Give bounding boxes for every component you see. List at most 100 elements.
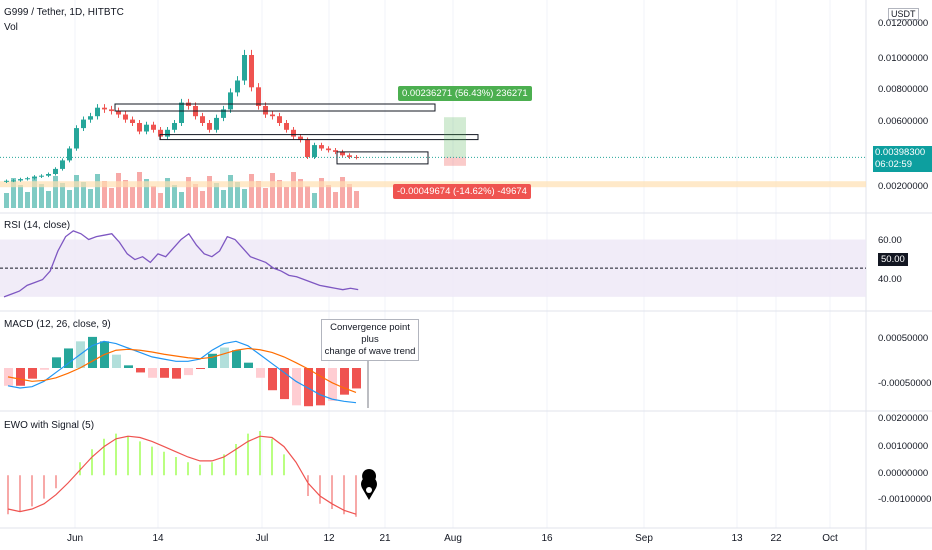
macd-histogram-bar (160, 368, 169, 378)
candle (228, 92, 233, 110)
volume-bar (144, 179, 149, 208)
candle (249, 55, 254, 88)
candle (158, 129, 163, 137)
ewo-tick: -0.00100000 (878, 494, 932, 505)
candle (319, 145, 324, 149)
volume-bar (298, 179, 303, 208)
rsi-tick: 40.00 (878, 274, 902, 285)
macd-histogram-bar (328, 368, 337, 401)
map-marker-icon (360, 469, 377, 500)
volume-bar (305, 186, 310, 208)
candle (25, 178, 30, 180)
long-position-zone (444, 117, 466, 158)
price-tick: 0.01000000 (878, 53, 929, 64)
candle (270, 114, 275, 117)
x-tick: Jun (66, 533, 84, 544)
macd-histogram-bar (268, 368, 277, 391)
volume-bar (354, 191, 359, 208)
macd-histogram-bar (184, 368, 193, 376)
x-tick: 12 (323, 533, 335, 544)
volume-bar (179, 192, 184, 208)
volume-bar (172, 185, 177, 208)
annotation-line-2: change of wave trend (324, 346, 416, 357)
x-tick: Jul (255, 533, 269, 544)
macd-histogram-bar (40, 368, 49, 370)
candle (326, 148, 331, 151)
macd-histogram-bar (124, 365, 133, 368)
volume-bar (312, 193, 317, 208)
volume-bar (228, 175, 233, 208)
macd-histogram-bar (280, 368, 289, 400)
macd-histogram-bar (148, 368, 157, 378)
macd-histogram-bar (304, 368, 313, 407)
candle (4, 180, 9, 182)
candle (347, 155, 352, 157)
volume-bar (193, 184, 198, 208)
price-tick: 0.00600000 (878, 116, 929, 127)
volume-bar (46, 191, 51, 208)
volume-bar (263, 188, 268, 208)
candle (235, 80, 240, 93)
candle (144, 124, 149, 132)
symbol-title: G999 / Tether, 1D, HITBTC (4, 7, 124, 18)
volume-bar (88, 189, 93, 208)
rsi-tick: 60.00 (878, 235, 902, 246)
volume-bar (4, 193, 9, 208)
currency-button[interactable]: USDT (888, 8, 919, 20)
rsi-title: RSI (14, close) (4, 220, 71, 231)
ewo-tick: 0.00100000 (878, 441, 929, 452)
macd-histogram-bar (244, 362, 253, 368)
rsi-mid-tick: 50.00 (878, 253, 908, 266)
macd-histogram-bar (172, 368, 181, 379)
ewo-signal-line (7, 435, 357, 515)
candle (172, 123, 177, 130)
volume-bar (347, 184, 352, 208)
candle (39, 175, 44, 177)
long-position-label: 0.00236271 (56.43%) 236271 (398, 86, 532, 101)
volume-bar (242, 189, 247, 208)
volume-bar (11, 178, 16, 208)
candle (151, 124, 156, 130)
volume-bar (60, 183, 65, 208)
volume-bar (158, 193, 163, 208)
candle (221, 109, 226, 118)
candle (116, 111, 121, 115)
candle (102, 107, 107, 110)
volume-bar (81, 182, 86, 208)
volume-bar (221, 190, 226, 208)
macd-histogram-bar (112, 354, 121, 368)
resistance-box (336, 151, 429, 165)
candle (53, 168, 58, 174)
short-position-label: -0.00049674 (-14.62%) -49674 (393, 184, 531, 199)
volume-bar (25, 192, 30, 208)
signal-line (7, 347, 357, 394)
volume-bar (32, 177, 37, 208)
volume-bar (39, 184, 44, 208)
macd-histogram-bar (352, 368, 361, 389)
candle (354, 157, 359, 158)
candle (277, 116, 282, 123)
x-tick: 13 (731, 533, 743, 544)
macd-line (7, 340, 357, 404)
volume-bar (340, 177, 345, 208)
candle (137, 123, 142, 132)
macd-histogram-bar (196, 368, 205, 369)
volume-bar (235, 182, 240, 208)
candle (179, 102, 184, 123)
bar-countdown: 06:02:59 (875, 159, 912, 170)
candle (340, 151, 345, 156)
volume-bar (186, 177, 191, 208)
volume-bar (319, 178, 324, 208)
candle (130, 119, 135, 123)
volume-bar (249, 174, 254, 208)
volume-bar (333, 192, 338, 208)
volume-bar (270, 173, 275, 208)
candle (284, 123, 289, 130)
volume-bar (291, 172, 296, 208)
candle (256, 87, 261, 106)
volume-bar (284, 187, 289, 208)
macd-histogram-bar (340, 368, 349, 395)
volume-bar (102, 181, 107, 208)
volume-bar (74, 175, 79, 208)
